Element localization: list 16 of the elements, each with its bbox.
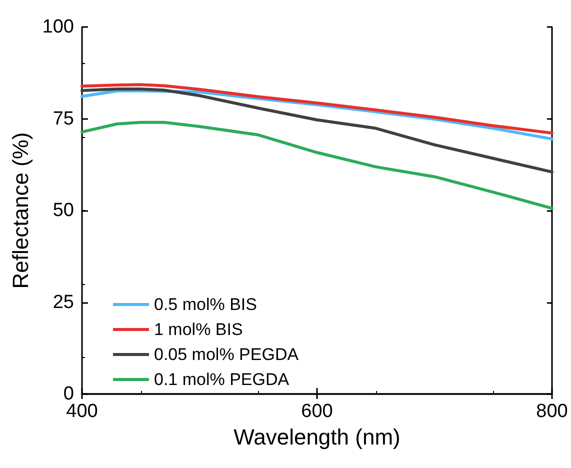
line-series xyxy=(80,89,554,140)
y-tick-label: 100 xyxy=(42,16,74,38)
x-axis-title: Wavelength (nm) xyxy=(234,424,400,450)
legend-label: 0.5 mol% BIS xyxy=(154,295,257,314)
line-series xyxy=(80,88,554,174)
y-tick-label: 25 xyxy=(52,292,74,313)
x-tick-label: 800 xyxy=(536,401,568,422)
x-tick-label: 600 xyxy=(301,401,333,422)
line-series xyxy=(80,83,554,135)
legend-label: 0.05 mol% PEGDA xyxy=(154,345,300,364)
y-axis-title: Reflectance (%) xyxy=(8,132,33,289)
legend-label: 1 mol% BIS xyxy=(154,320,243,339)
y-tick-label: 75 xyxy=(52,108,74,130)
legend-label: 0.1 mol% PEGDA xyxy=(154,370,290,389)
line-series xyxy=(80,120,554,210)
y-tick-label: 50 xyxy=(52,200,74,221)
